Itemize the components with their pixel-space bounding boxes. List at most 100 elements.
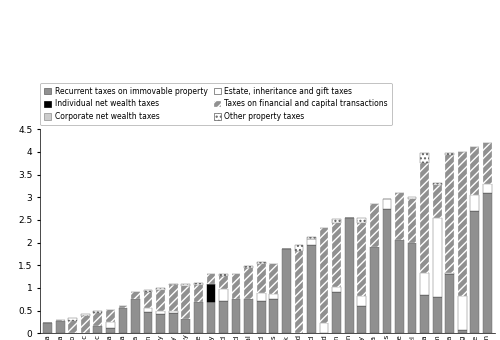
Bar [483,184,492,193]
Bar [244,266,253,268]
Bar [219,276,228,289]
Bar [408,242,416,333]
Bar [106,310,115,322]
Bar [244,268,253,299]
Bar [395,193,404,240]
Bar [156,314,165,333]
Bar [420,295,429,333]
Bar [320,228,328,323]
Bar [94,313,102,326]
Bar [106,328,115,333]
Bar [169,313,177,333]
Bar [169,285,177,311]
Bar [56,321,64,333]
Bar [294,245,304,251]
Bar [144,308,152,312]
Bar [358,306,366,333]
Bar [94,310,102,313]
Bar [257,293,266,302]
Bar [156,290,165,310]
Bar [56,320,64,321]
Bar [433,218,442,297]
Bar [433,185,442,218]
Bar [182,286,190,319]
Bar [332,223,341,287]
Bar [194,302,203,333]
Bar [270,299,278,333]
Bar [483,143,492,184]
Bar [194,285,203,302]
Bar [81,316,90,333]
Bar [68,321,77,333]
Bar [382,208,392,333]
Bar [320,323,328,333]
Bar [446,155,454,273]
Bar [370,204,378,247]
Bar [294,251,304,333]
Bar [118,306,128,308]
Bar [433,183,442,185]
Bar [382,199,392,208]
Bar [182,319,190,333]
Bar [420,153,429,163]
Bar [395,240,404,333]
Bar [206,274,216,284]
Bar [332,219,341,223]
Bar [106,322,115,328]
Bar [232,274,240,299]
Bar [131,299,140,333]
Bar [458,152,466,296]
Bar [156,310,165,314]
Bar [483,193,492,333]
Bar [118,308,128,333]
Bar [131,292,140,299]
Bar [68,318,77,321]
Bar [307,237,316,239]
Bar [94,326,102,333]
Bar [358,218,366,223]
Bar [433,297,442,333]
Bar [408,197,416,200]
Bar [370,247,378,333]
Bar [206,284,216,302]
Bar [144,312,152,333]
Bar [144,290,152,292]
Bar [206,302,216,333]
Bar [282,249,291,333]
Bar [257,264,266,293]
Bar [358,223,366,296]
Bar [307,239,316,245]
Bar [156,288,165,290]
Bar [219,302,228,333]
Bar [169,311,177,313]
Bar [219,274,228,276]
Bar [420,163,429,273]
Bar [332,287,341,292]
Bar [408,200,416,242]
Bar [194,283,203,285]
Bar [257,302,266,333]
Bar [270,294,278,299]
Bar [43,323,52,333]
Bar [81,314,90,316]
Bar [446,153,454,155]
Bar [182,284,190,286]
Bar [458,330,466,333]
Legend: Recurrent taxes on immovable property, Individual net wealth taxes, Corporate ne: Recurrent taxes on immovable property, I… [40,83,392,125]
Bar [169,284,177,285]
Bar [358,296,366,306]
Bar [144,292,152,308]
Bar [332,292,341,333]
Bar [458,296,466,330]
Bar [219,289,228,302]
Bar [446,273,454,274]
Bar [420,273,429,295]
Bar [232,299,240,333]
Bar [470,211,480,333]
Bar [244,299,253,333]
Bar [307,245,316,333]
Bar [270,264,278,294]
Bar [470,195,480,211]
Bar [470,147,480,195]
Bar [446,274,454,333]
